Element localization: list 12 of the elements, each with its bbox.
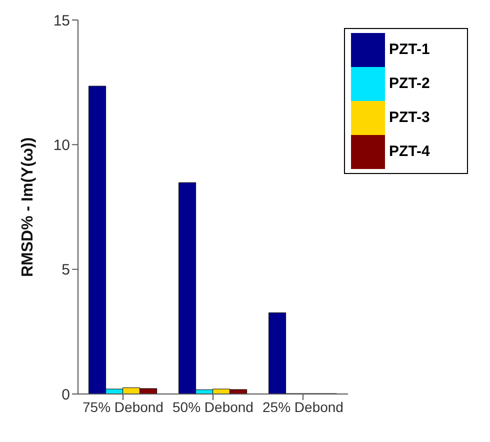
y-axis-title: RMSD% - Im(Y(ω)) [20,137,37,277]
legend-label: PZT-2 [389,74,430,92]
legend-label: PZT-3 [389,108,430,126]
y-tick-label: 10 [53,136,70,154]
y-tick-label: 15 [53,12,70,30]
legend-label: PZT-4 [389,142,430,160]
x-tick-label: 75% Debond [82,398,164,415]
legend-label: PZT-1 [389,40,430,58]
y-tick-label: 5 [62,262,70,279]
y-tick-label: 0 [62,386,70,404]
x-tick-label: 25% Debond [262,398,344,415]
x-tick-label: 50% Debond [172,398,254,415]
